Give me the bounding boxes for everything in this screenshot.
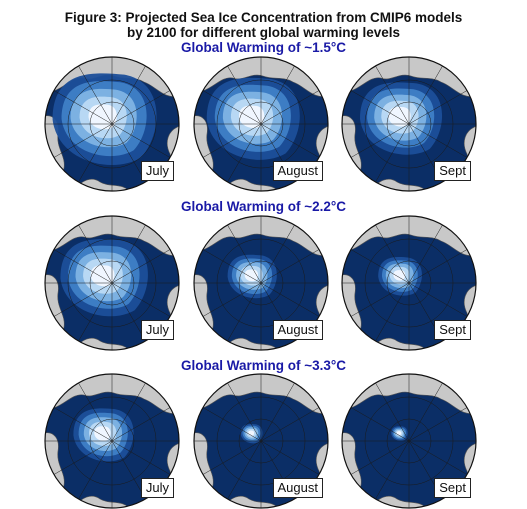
sea-ice-contour xyxy=(396,431,402,436)
month-label: July xyxy=(140,161,174,181)
row-heading-3: Global Warming of ~3.3°C xyxy=(180,358,347,373)
map-border xyxy=(193,215,329,351)
figure-title-line-2: by 2100 for different global warming lev… xyxy=(126,25,401,40)
longitude-line xyxy=(349,406,469,476)
sea-ice-contour xyxy=(94,426,111,441)
longitude-line xyxy=(349,248,469,318)
month-label: Sept xyxy=(434,320,471,340)
longitude-line xyxy=(201,406,321,476)
polar-map xyxy=(193,56,329,192)
map-border xyxy=(44,56,180,192)
polar-map xyxy=(44,215,180,351)
polar-map xyxy=(193,215,329,351)
month-label: July xyxy=(140,320,174,340)
longitude-line xyxy=(52,248,172,318)
month-label: Sept xyxy=(434,478,471,498)
map-border xyxy=(44,215,180,351)
figure-title-line-1: Figure 3: Projected Sea Ice Concentratio… xyxy=(64,10,463,25)
row-heading-2: Global Warming of ~2.2°C xyxy=(180,199,347,214)
longitude-line xyxy=(201,89,321,159)
month-label: August xyxy=(272,320,323,340)
month-label: August xyxy=(272,478,323,498)
longitude-line xyxy=(201,248,321,318)
longitude-line xyxy=(349,89,469,159)
polar-map xyxy=(341,56,477,192)
sea-ice-contour xyxy=(393,270,406,281)
month-label: July xyxy=(140,478,174,498)
map-border xyxy=(193,56,329,192)
longitude-line xyxy=(52,89,172,159)
row-heading-1: Global Warming of ~1.5°C xyxy=(180,40,347,55)
month-label: August xyxy=(272,161,323,181)
month-label: Sept xyxy=(434,161,471,181)
longitude-line xyxy=(52,406,172,476)
map-border xyxy=(341,56,477,192)
polar-map xyxy=(44,56,180,192)
map-border xyxy=(341,215,477,351)
sea-ice-contour xyxy=(88,104,117,130)
